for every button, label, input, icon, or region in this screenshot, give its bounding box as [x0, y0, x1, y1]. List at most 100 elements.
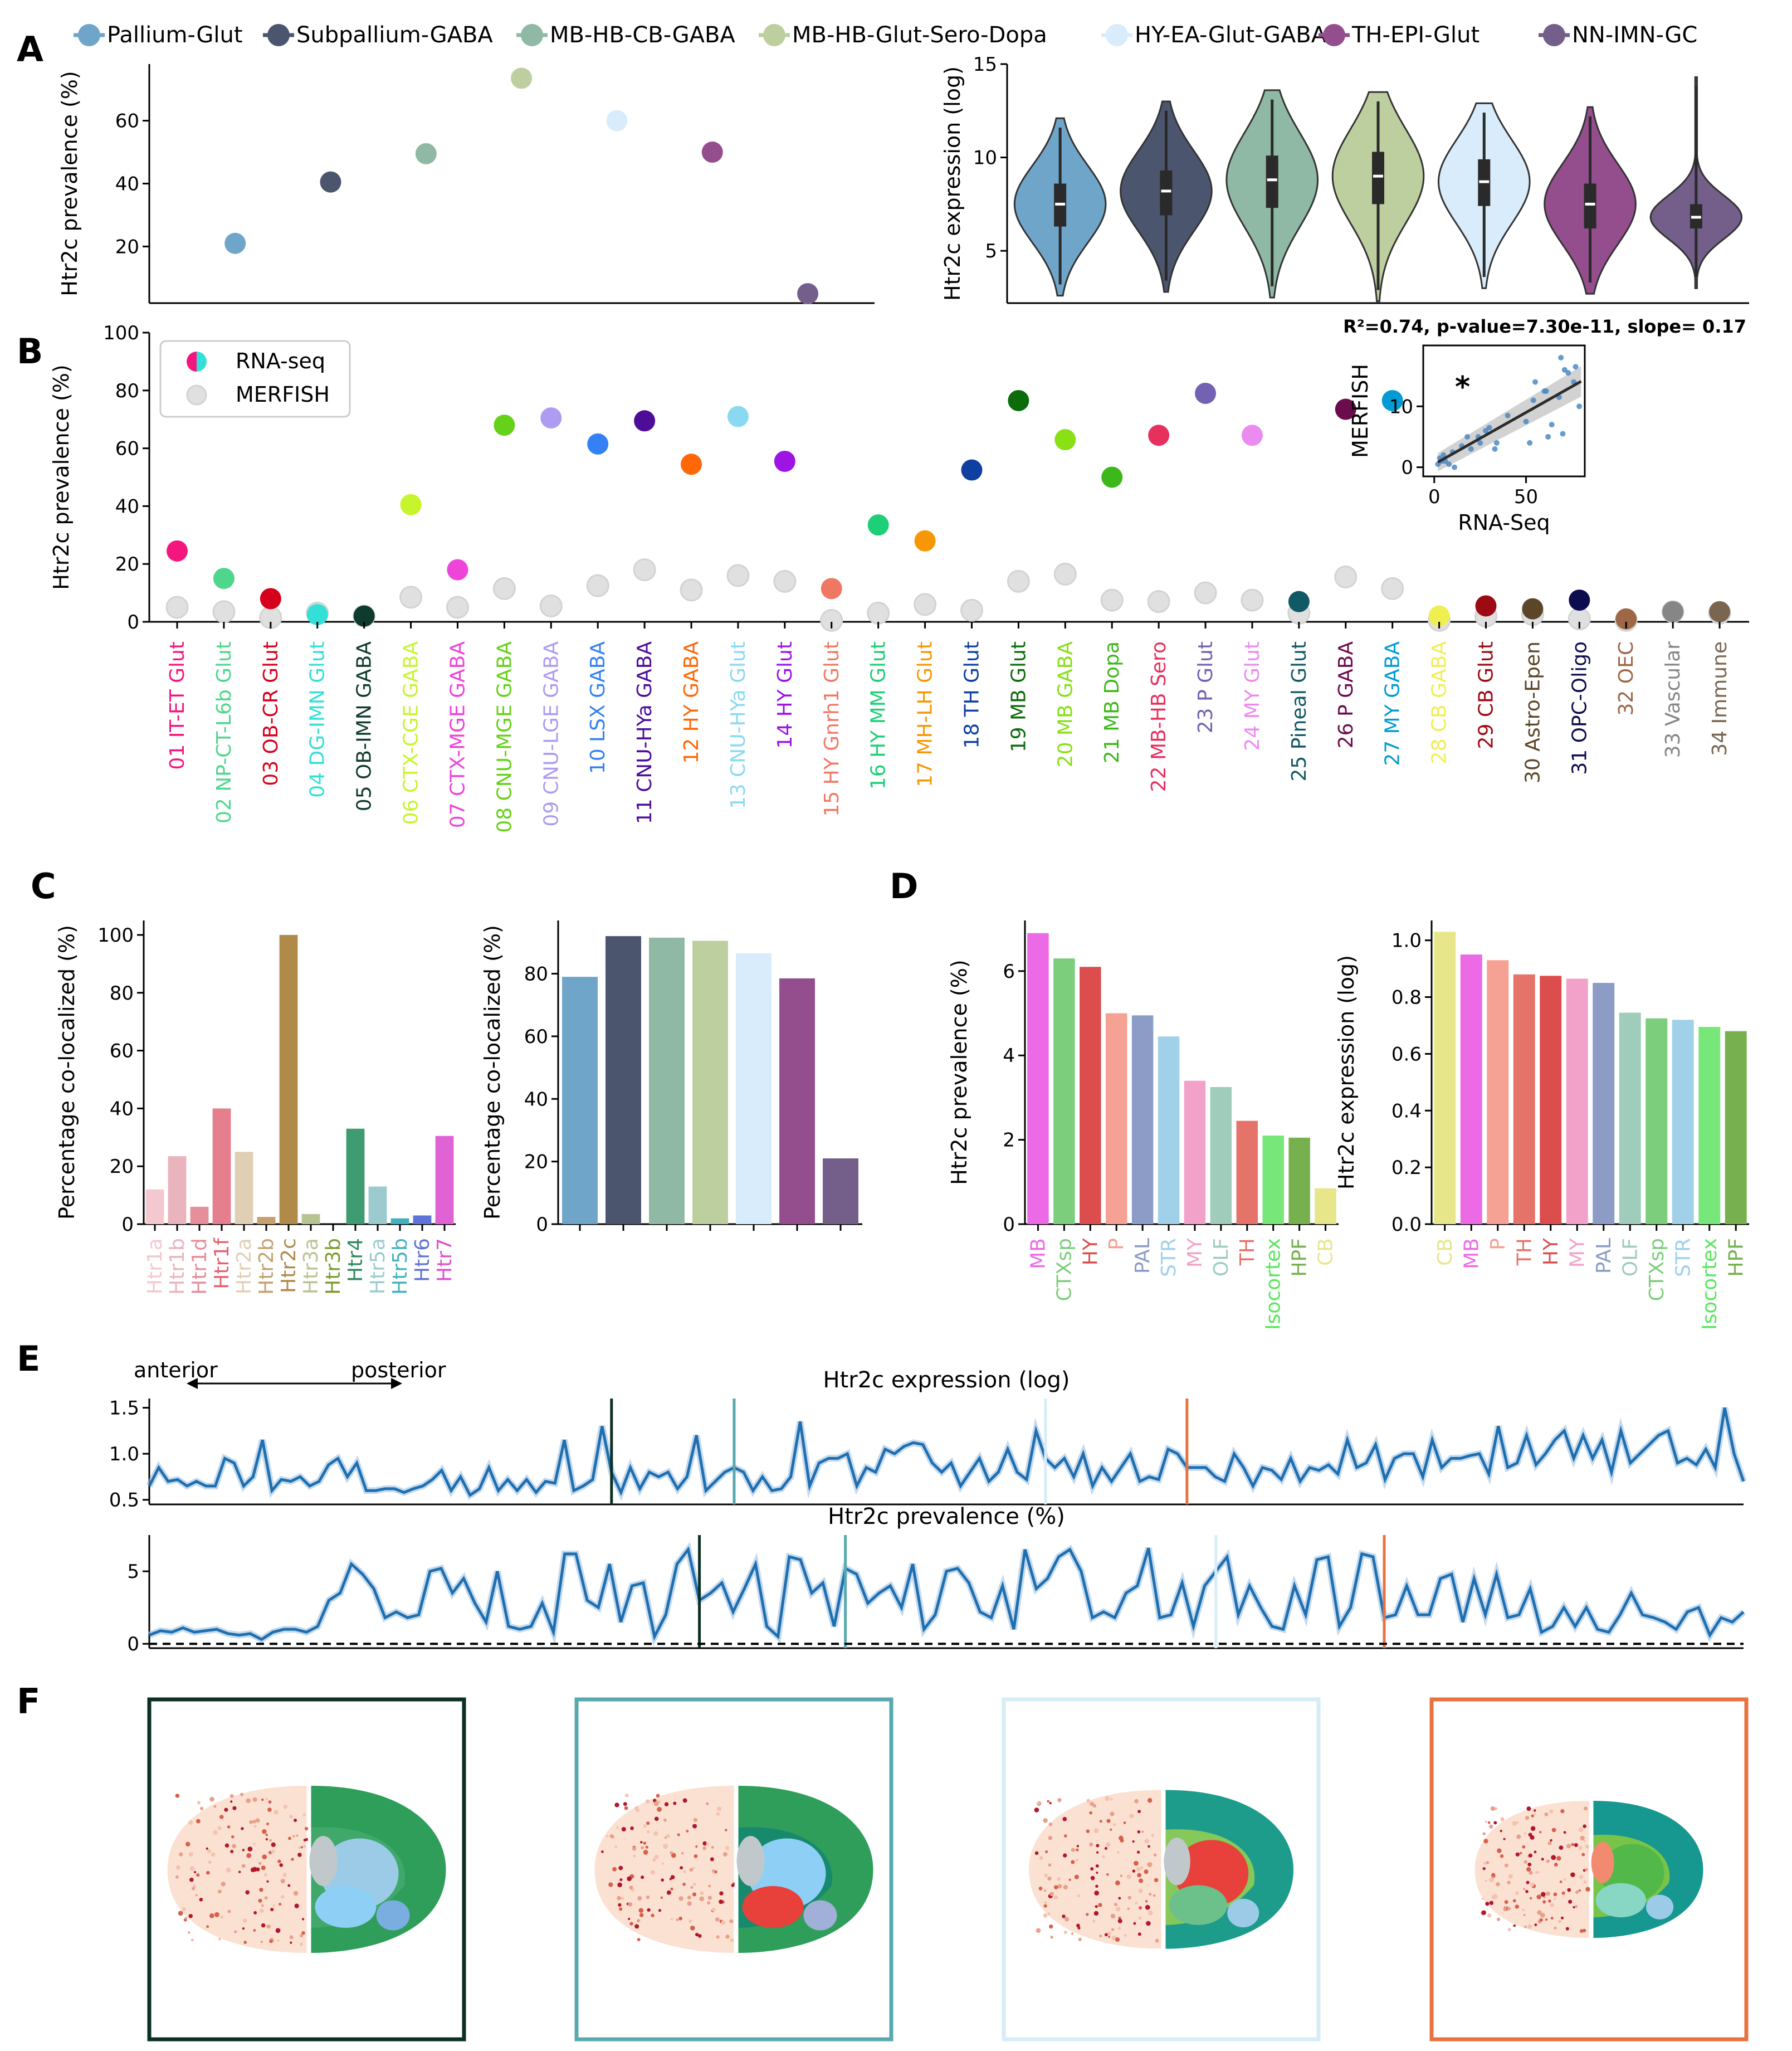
expression-dot — [271, 1849, 275, 1854]
expression-dot — [1117, 1927, 1121, 1930]
expression-dot — [1096, 1844, 1100, 1848]
expression-dot — [653, 1801, 659, 1806]
rnaseq-point — [1522, 598, 1544, 620]
x-tick-label: 23 P Glut — [1194, 641, 1217, 733]
rnaseq-point — [634, 410, 656, 432]
expression-dot — [277, 1859, 281, 1863]
expression-dot — [1529, 1870, 1533, 1875]
expression-dot — [196, 1819, 201, 1824]
expression-dot — [1053, 1895, 1058, 1900]
expression-dot — [1096, 1872, 1098, 1874]
expression-dot — [724, 1829, 727, 1831]
expression-dot — [1057, 1877, 1061, 1881]
x-tick-label: 28 CB GABA — [1428, 641, 1451, 764]
expression-dot — [616, 1826, 619, 1829]
expression-dot — [1078, 1937, 1082, 1942]
expression-dot — [687, 1901, 692, 1906]
legend-marker — [1106, 24, 1128, 46]
expression-dot — [1147, 1862, 1153, 1867]
data-point — [701, 142, 723, 163]
rnaseq-point — [1475, 595, 1497, 617]
expression-dot — [654, 1816, 659, 1821]
expression-dot — [293, 1891, 299, 1896]
x-tick-label: 03 OB-CR Glut — [260, 641, 282, 786]
expression-dot — [297, 1853, 302, 1857]
expression-dot — [636, 1808, 639, 1813]
expression-dot — [221, 1881, 226, 1887]
expression-dot — [305, 1838, 309, 1841]
expression-dot — [661, 1878, 664, 1882]
expression-dot — [266, 1880, 269, 1883]
legend-marker — [1543, 24, 1565, 46]
expression-dot — [255, 1818, 260, 1823]
y-tick-label: 0 — [127, 611, 139, 634]
y-tick-label: 20 — [110, 1156, 134, 1178]
brain-region — [1591, 1841, 1614, 1883]
expression-dot — [288, 1836, 291, 1840]
expression-dot — [246, 1853, 252, 1858]
y-tick-label: 80 — [115, 380, 139, 402]
expression-dot — [1076, 1845, 1079, 1848]
left-hemisphere — [594, 1786, 734, 1953]
brain-region — [1646, 1894, 1674, 1920]
inset-point — [1573, 364, 1579, 370]
expression-dot — [650, 1870, 655, 1875]
expression-dot — [1585, 1844, 1589, 1849]
expression-dot — [1106, 1819, 1111, 1823]
expression-dot — [1539, 1831, 1542, 1834]
line-title: Htr2c expression (log) — [823, 1367, 1070, 1393]
x-tick-label: Htr5b — [389, 1238, 412, 1295]
expression-dot — [660, 1896, 663, 1899]
expression-dot — [612, 1867, 617, 1872]
rnaseq-point — [1428, 605, 1450, 627]
expression-dot — [271, 1842, 276, 1847]
expression-dot — [1094, 1891, 1100, 1896]
rnaseq-point — [1008, 389, 1029, 411]
expression-dot — [1527, 1924, 1532, 1929]
inset-point — [1446, 461, 1452, 467]
brain-region — [803, 1900, 837, 1931]
expression-dot — [1549, 1809, 1554, 1814]
panel-b-regression-inset: R²=0.74, p-value=7.30e-11, slope= 0.17 * 0… — [1343, 316, 1746, 535]
expression-dot — [1148, 1910, 1153, 1916]
expression-dot — [1522, 1908, 1525, 1912]
expression-dot — [1039, 1856, 1043, 1860]
expression-dot — [628, 1902, 633, 1907]
expression-dot — [275, 1928, 281, 1933]
expression-dot — [242, 1849, 245, 1852]
y-tick-label: 0 — [536, 1214, 548, 1236]
expression-dot — [1560, 1809, 1565, 1814]
expression-dot — [725, 1846, 729, 1850]
expression-dot — [1140, 1865, 1144, 1869]
expression-dot — [1512, 1821, 1517, 1826]
x-tick-label: 11 CNU-HYa GABA — [633, 641, 656, 824]
panel-f-brain-sections — [147, 1697, 1749, 2042]
expression-dot — [1048, 1823, 1053, 1826]
expression-dot — [690, 1886, 694, 1889]
expression-dot — [716, 1935, 720, 1939]
legend-label: MERFISH — [236, 382, 330, 407]
expression-dot — [1554, 1897, 1556, 1900]
bar — [1460, 954, 1482, 1224]
expression-dot — [1503, 1838, 1506, 1840]
rnaseq-point — [1148, 425, 1170, 446]
expression-dot — [227, 1909, 231, 1913]
expression-dot — [1134, 1860, 1139, 1866]
expression-dot — [1568, 1899, 1573, 1904]
expression-dot — [663, 1844, 668, 1849]
expression-dot — [1049, 1802, 1052, 1805]
y-tick-label: 15 — [973, 53, 997, 76]
expression-dot — [706, 1802, 709, 1805]
inset-point — [1464, 433, 1471, 440]
expression-dot — [206, 1925, 209, 1928]
merfish-point — [1334, 566, 1358, 589]
inset-y-tick-label: 10 — [1389, 396, 1413, 418]
expression-dot — [1512, 1899, 1516, 1903]
expression-dot — [1578, 1845, 1583, 1850]
inset-point — [1505, 412, 1511, 418]
expression-dot — [1528, 1853, 1533, 1858]
expression-dot — [178, 1911, 183, 1916]
expression-dot — [1551, 1828, 1556, 1833]
expression-dot — [680, 1866, 683, 1870]
expression-dot — [188, 1852, 193, 1857]
